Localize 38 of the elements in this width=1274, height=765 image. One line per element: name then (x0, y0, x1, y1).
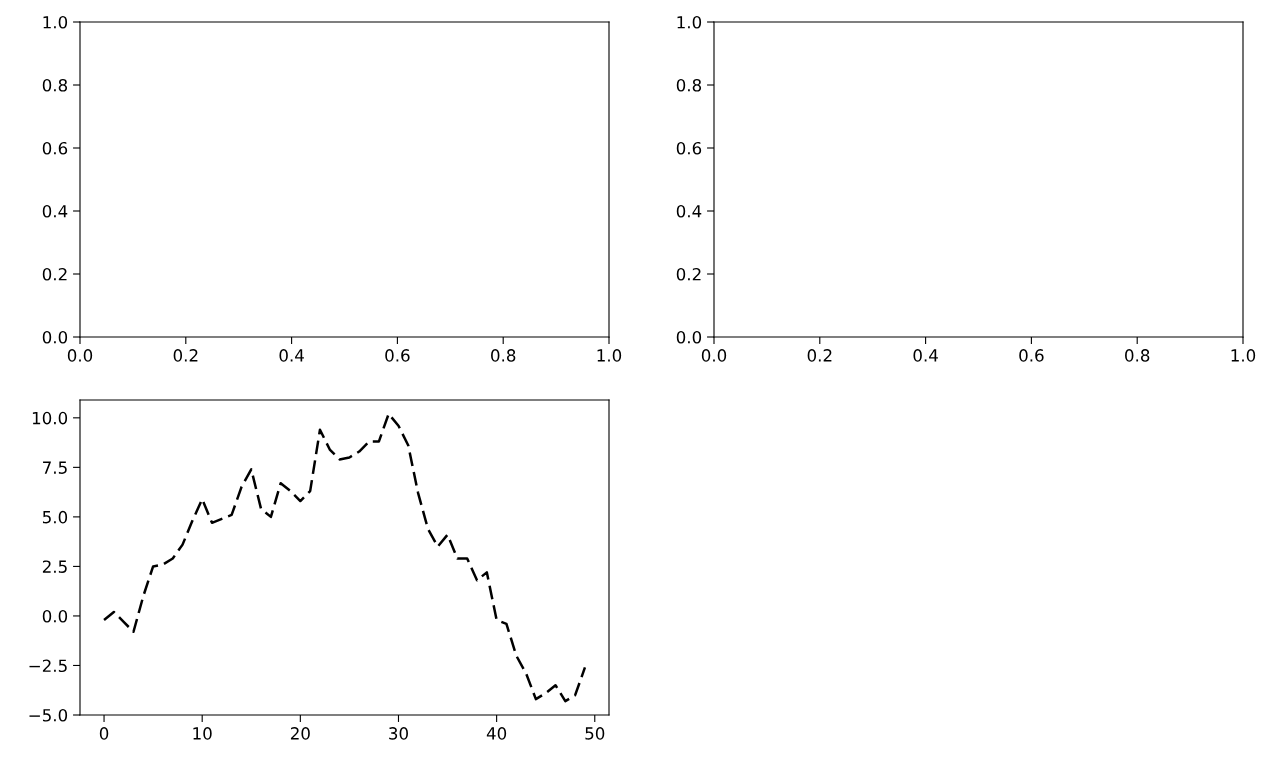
x-tick-label: 0.2 (807, 349, 832, 362)
x-tick-label: 0.4 (279, 349, 304, 362)
y-tick-label: 1.0 (43, 15, 68, 29)
y-tick-label: −5.0 (29, 708, 68, 722)
y-tick-label: 0.8 (676, 78, 702, 92)
y-tick-label: 0.6 (42, 141, 68, 155)
y-tick-label: 0.0 (42, 609, 68, 623)
x-tick-label: 1.0 (597, 349, 622, 362)
x-tick-label: 1.0 (1231, 349, 1256, 362)
y-tick-label: 5.0 (42, 510, 68, 524)
y-tick-label: 0.0 (676, 330, 702, 344)
x-tick-label: 0.2 (173, 349, 198, 362)
y-tick-label: 0.8 (42, 78, 68, 92)
y-tick-label: 7.5 (43, 461, 67, 474)
y-tick-label: −2.5 (29, 659, 67, 673)
x-tick-label: 0.0 (67, 349, 93, 362)
y-tick-label: 0.4 (676, 204, 702, 218)
x-tick-label: 0.8 (491, 349, 516, 362)
x-tick-label: 0.8 (1125, 349, 1150, 362)
y-tick-label: 0.6 (676, 141, 702, 155)
x-tick-label: 50 (585, 727, 605, 740)
y-tick-label: 10.0 (32, 411, 68, 425)
y-tick-label: 1.0 (677, 15, 702, 29)
x-tick-label: 0 (99, 727, 109, 740)
y-tick-label: 0.2 (42, 267, 67, 281)
x-tick-label: 0.6 (385, 349, 410, 362)
x-tick-label: 0.4 (913, 349, 938, 362)
x-tick-label: 40 (486, 727, 507, 740)
x-tick-label: 0.0 (701, 349, 727, 362)
x-tick-label: 10 (193, 727, 212, 740)
x-tick-label: 20 (290, 727, 310, 740)
line-series (102, 412, 587, 703)
y-tick-label: 0.2 (676, 267, 701, 281)
y-tick-label: 2.5 (42, 560, 67, 573)
y-tick-label: 0.0 (42, 330, 68, 344)
x-tick-label: 30 (389, 727, 408, 740)
x-tick-label: 0.6 (1019, 349, 1044, 362)
y-tick-label: 0.4 (42, 204, 68, 218)
